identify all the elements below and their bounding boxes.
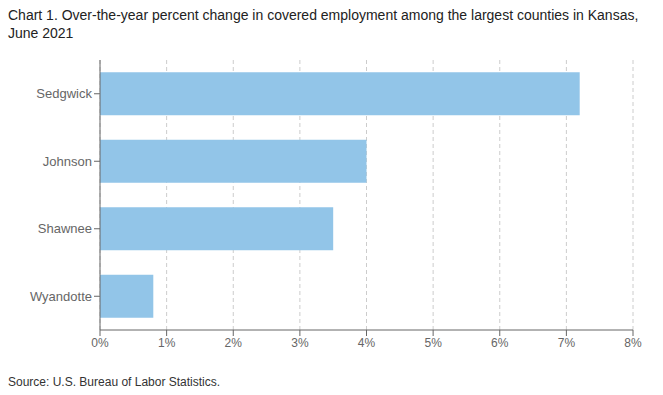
svg-text:4%: 4%	[358, 336, 376, 350]
svg-text:Shawnee: Shawnee	[38, 221, 92, 236]
svg-text:7%: 7%	[558, 336, 576, 350]
html-text:Chart 1. Over-the-year percent: Chart 1. Over-the-year percent change in…	[8, 7, 639, 41]
svg-text:2%: 2%	[225, 336, 243, 350]
svg-text:5%: 5%	[424, 336, 442, 350]
svg-text:3%: 3%	[291, 336, 309, 350]
svg-text:Johnson: Johnson	[43, 154, 92, 169]
svg-text:Sedgwick: Sedgwick	[36, 86, 92, 101]
svg-text:1%: 1%	[158, 336, 176, 350]
svg-text:0%: 0%	[91, 336, 109, 350]
html-text:Source: U.S. Bureau of Labor S: Source: U.S. Bureau of Labor Statistics.	[8, 375, 221, 389]
svg-text:6%: 6%	[491, 336, 509, 350]
svg-text:Wyandotte: Wyandotte	[30, 289, 92, 304]
svg-text:8%: 8%	[624, 336, 642, 350]
